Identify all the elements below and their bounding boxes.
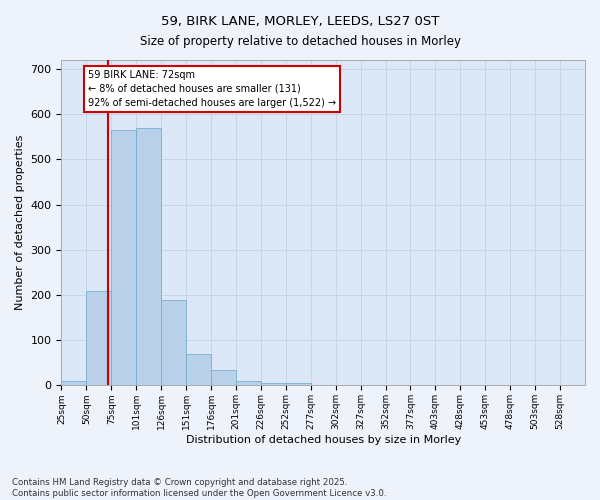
- Y-axis label: Number of detached properties: Number of detached properties: [15, 135, 25, 310]
- Bar: [261, 383, 286, 386]
- X-axis label: Distribution of detached houses by size in Morley: Distribution of detached houses by size …: [185, 435, 461, 445]
- Bar: [186, 354, 211, 386]
- Bar: [211, 370, 236, 386]
- Bar: [86, 290, 111, 386]
- Text: Contains HM Land Registry data © Crown copyright and database right 2025.
Contai: Contains HM Land Registry data © Crown c…: [12, 478, 386, 498]
- Bar: [161, 300, 186, 386]
- Text: Size of property relative to detached houses in Morley: Size of property relative to detached ho…: [139, 35, 461, 48]
- Bar: [335, 384, 361, 386]
- Bar: [136, 128, 161, 386]
- Bar: [236, 381, 261, 386]
- Bar: [311, 384, 335, 386]
- Text: 59 BIRK LANE: 72sqm
← 8% of detached houses are smaller (131)
92% of semi-detach: 59 BIRK LANE: 72sqm ← 8% of detached hou…: [88, 70, 336, 108]
- Bar: [361, 384, 386, 386]
- Bar: [111, 130, 136, 386]
- Bar: [286, 383, 311, 386]
- Bar: [61, 381, 86, 386]
- Text: 59, BIRK LANE, MORLEY, LEEDS, LS27 0ST: 59, BIRK LANE, MORLEY, LEEDS, LS27 0ST: [161, 15, 439, 28]
